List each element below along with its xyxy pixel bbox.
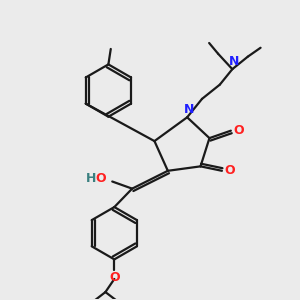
Text: O: O	[96, 172, 106, 185]
Text: N: N	[229, 55, 239, 68]
Text: O: O	[109, 271, 120, 284]
Text: O: O	[224, 164, 235, 177]
Text: H: H	[86, 172, 97, 185]
Text: O: O	[233, 124, 244, 137]
Text: N: N	[184, 103, 195, 116]
